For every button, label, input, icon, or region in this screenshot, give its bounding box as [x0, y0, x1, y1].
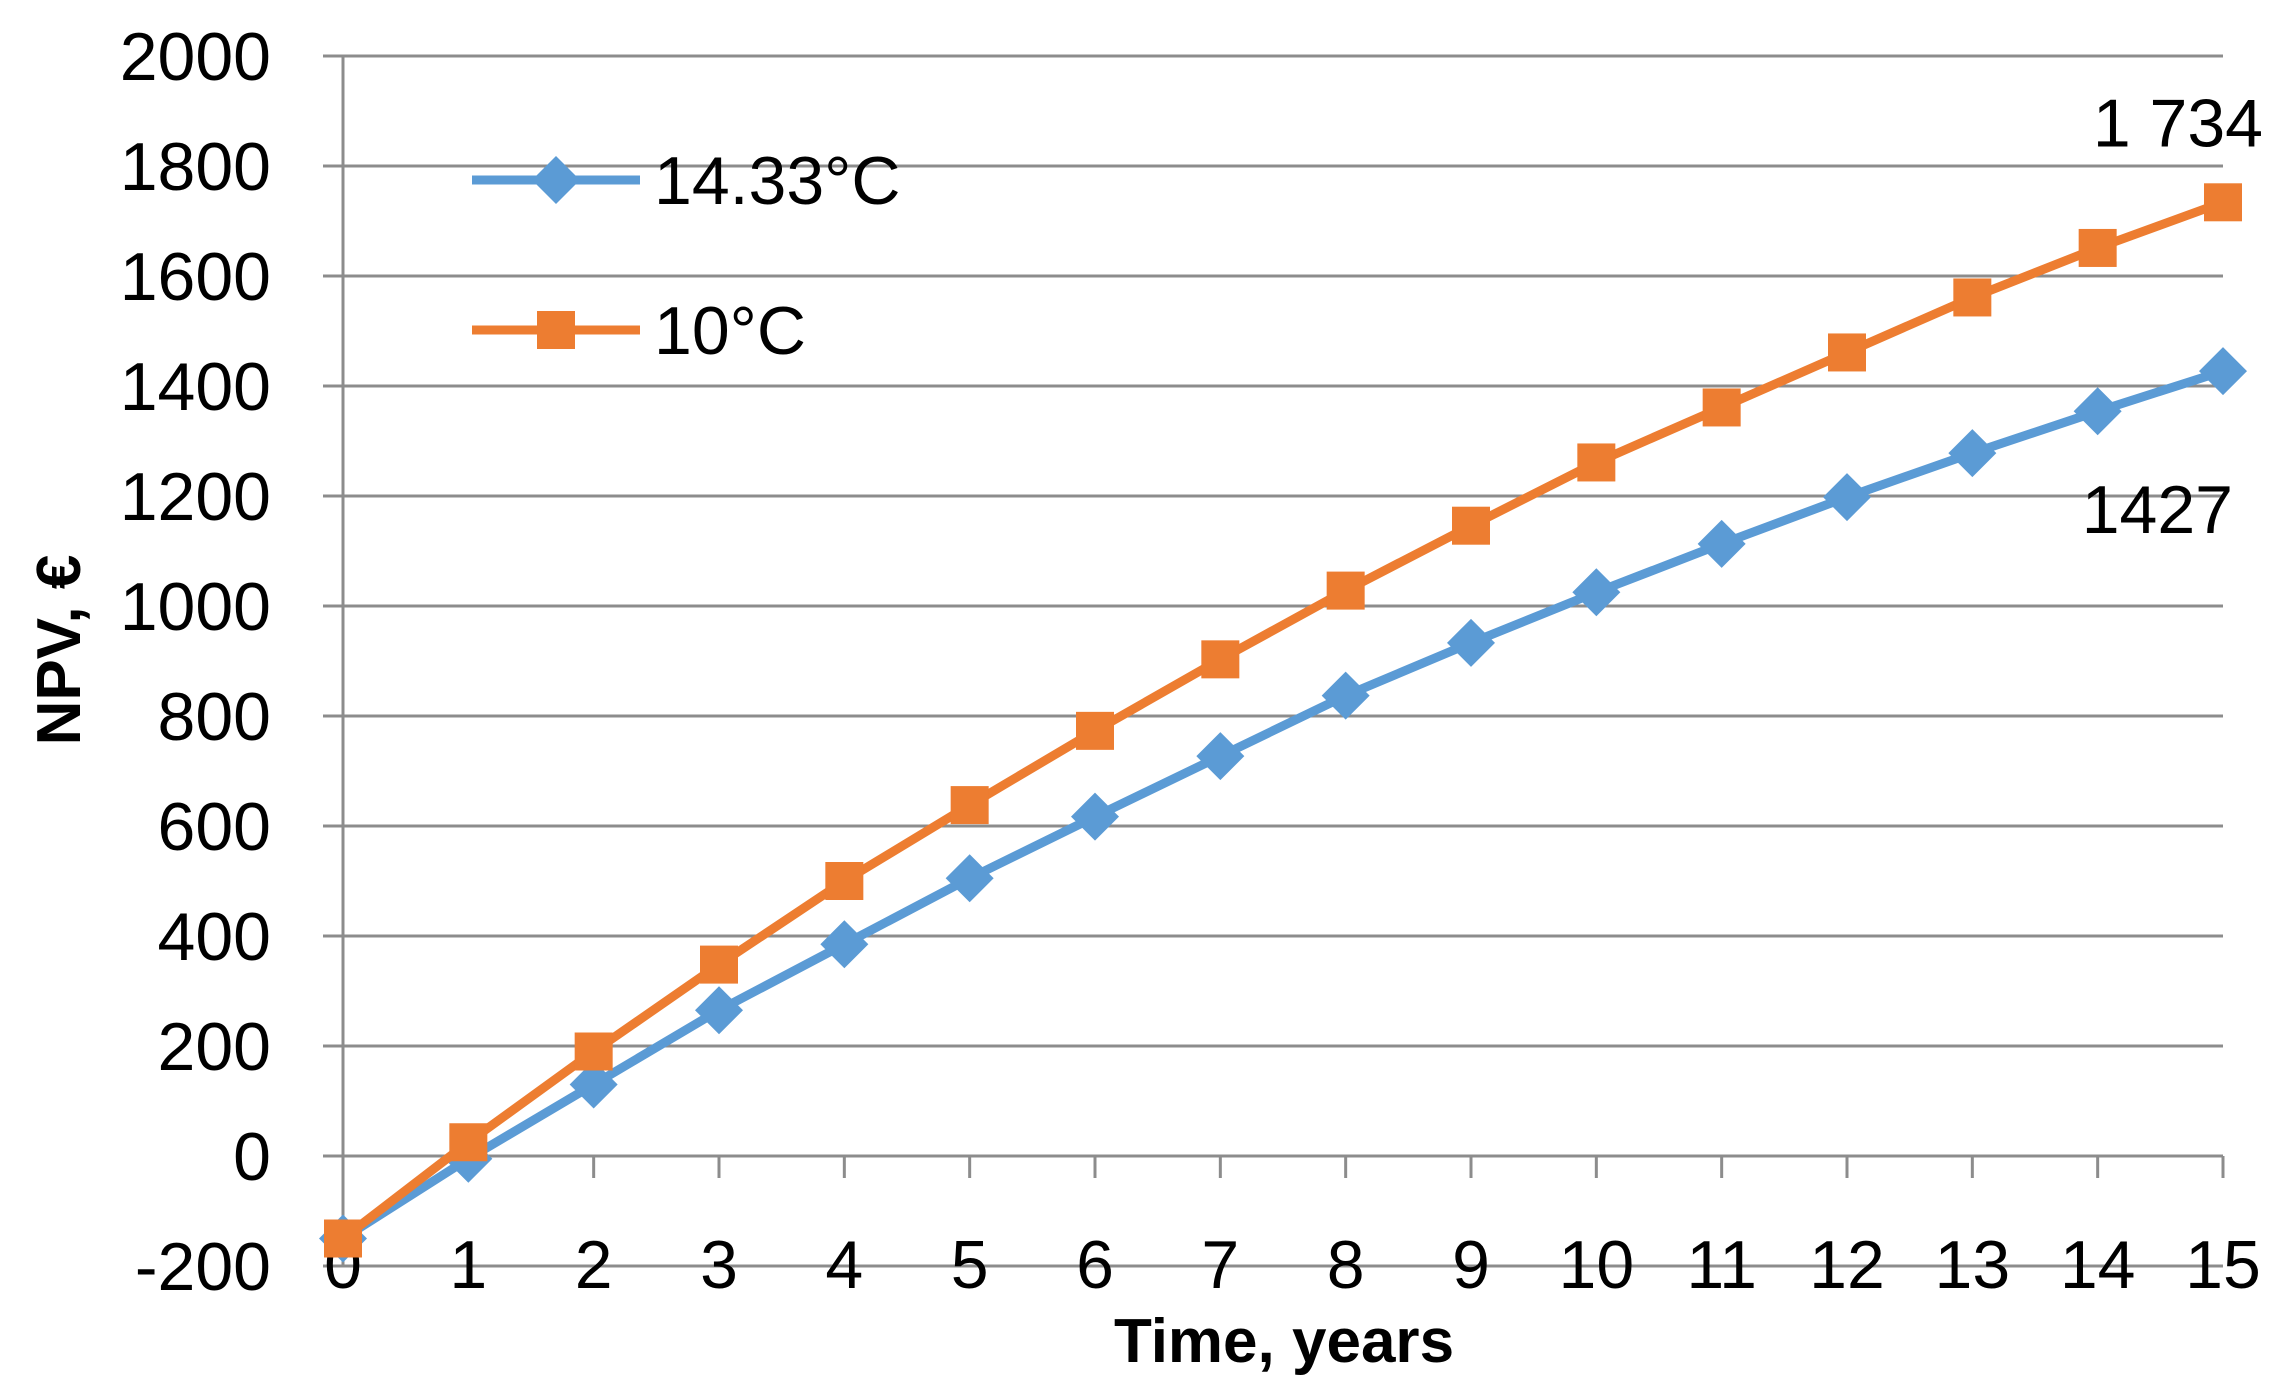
data-point [1953, 278, 1992, 317]
data-point [1076, 711, 1114, 750]
x-tick-labels: 0 1 2 3 4 5 6 7 8 9 10 11 12 13 14 15 [324, 1227, 2261, 1303]
data-point [700, 945, 738, 984]
data-point [1452, 506, 1490, 545]
axes [323, 54, 2225, 1268]
y-tick-label: 1400 [120, 349, 271, 425]
x-tick-label: 11 [1686, 1227, 1757, 1303]
x-tick-label: 7 [1201, 1227, 1239, 1303]
data-label-annotation: 1 734 [2093, 85, 2263, 161]
data-point [1201, 640, 1240, 679]
data-point [1321, 671, 1370, 720]
legend-item-orange: 10°C [472, 293, 806, 369]
data-point [2073, 387, 2122, 436]
data-point [2199, 347, 2247, 396]
x-tick-label: 12 [1809, 1227, 1885, 1303]
y-tick-labels: -200 0 200 400 600 800 1000 1200 1400 1600 1800 200… [120, 19, 271, 1305]
diamond-marker-icon [532, 156, 580, 204]
data-point [950, 786, 989, 825]
data-point [820, 920, 869, 969]
x-axis-title: Time, years [1114, 1307, 1454, 1376]
legend-label: 14.33°C [654, 143, 900, 219]
x-tick-label: 3 [700, 1227, 738, 1303]
x-tick-label: 8 [1327, 1227, 1365, 1303]
annotations: 1 734 1427 [2082, 85, 2263, 548]
x-tick-label: 14 [2060, 1227, 2136, 1303]
data-point [574, 1032, 613, 1071]
x-tick-label: 9 [1452, 1227, 1490, 1303]
data-point [825, 862, 864, 900]
series-line [340, 198, 2225, 1243]
y-tick-label: 200 [158, 1009, 271, 1085]
x-tick-label: 6 [1076, 1227, 1114, 1303]
x-tick-label: 2 [575, 1227, 613, 1303]
data-point [1823, 473, 1871, 522]
data-point [1948, 429, 1997, 478]
y-tick-label: 0 [233, 1119, 271, 1195]
data-point [1447, 618, 1495, 667]
y-tick-label: 800 [158, 679, 271, 755]
data-point [449, 1123, 488, 1162]
legend-label: 10°C [654, 293, 806, 369]
series-group [319, 183, 2247, 1263]
y-tick-label: 1600 [120, 239, 271, 315]
data-point [2078, 228, 2117, 267]
data-point [569, 1060, 618, 1109]
y-tick-label: 1800 [120, 129, 271, 205]
x-tick-label: 4 [825, 1227, 863, 1303]
gridlines [343, 54, 2223, 1268]
data-point [1326, 571, 1365, 610]
x-tick-label: 10 [1559, 1227, 1635, 1303]
data-point [1697, 519, 1746, 568]
series-blue [319, 347, 2247, 1263]
data-point [1577, 443, 1616, 482]
y-tick-label: -200 [135, 1229, 271, 1305]
data-point [324, 1219, 362, 1258]
legend: 14.33°C 10°C [472, 143, 900, 369]
data-point [1572, 568, 1621, 617]
data-point [695, 986, 743, 1035]
y-tick-label: 1200 [120, 459, 271, 535]
legend-item-blue: 14.33°C [472, 143, 900, 219]
x-tick-label: 5 [951, 1227, 989, 1303]
y-axis-title: NPV, € [25, 555, 94, 746]
series-orange [324, 183, 2242, 1258]
x-tick-label: 13 [1935, 1227, 2011, 1303]
data-point [2204, 183, 2242, 222]
data-point [945, 854, 994, 903]
data-point [1071, 792, 1119, 841]
square-marker-icon [537, 311, 575, 349]
data-point [1828, 333, 1866, 372]
y-tick-label: 600 [158, 789, 271, 865]
data-label-annotation: 1427 [2082, 472, 2233, 548]
series-line [340, 366, 2225, 1243]
y-tick-label: 400 [158, 899, 271, 975]
y-tick-label: 1000 [120, 569, 271, 645]
x-tick-label: 15 [2185, 1227, 2261, 1303]
y-tick-label: 2000 [120, 19, 271, 95]
data-point [1196, 732, 1245, 781]
data-point [1702, 388, 1741, 427]
x-tick-label: 1 [449, 1227, 487, 1303]
